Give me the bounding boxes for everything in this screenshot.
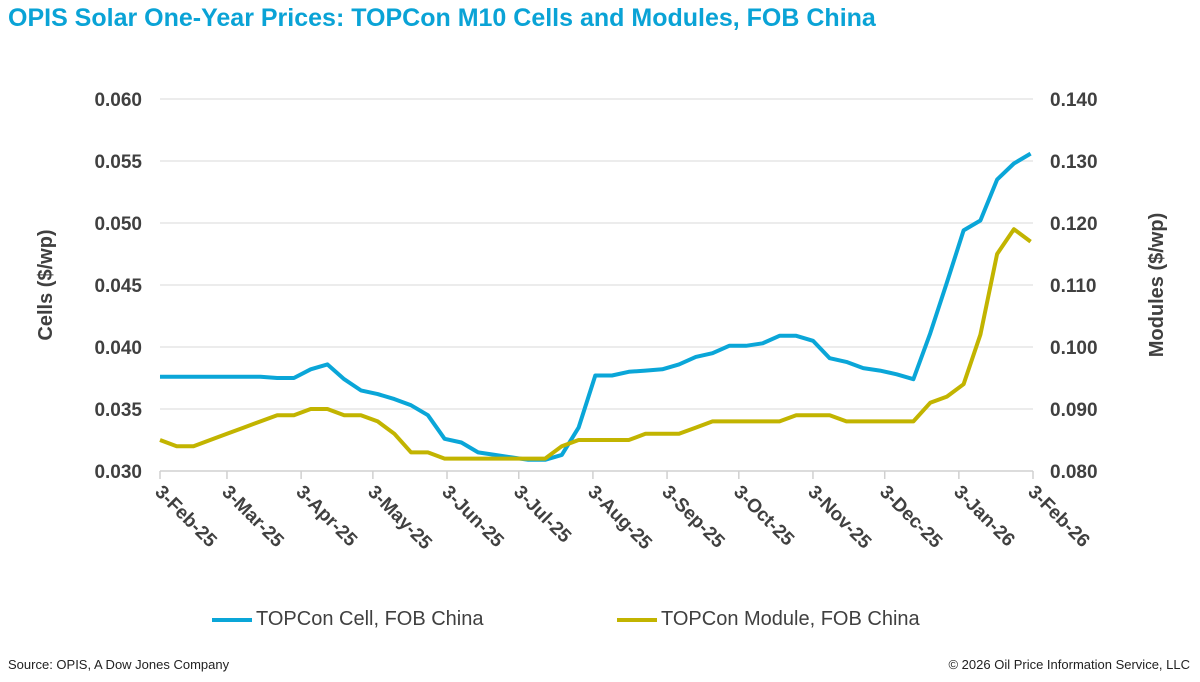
- x-tick-label: 3-Sep-25: [658, 482, 729, 553]
- x-tick-label: 3-Apr-25: [292, 482, 362, 552]
- y-tick-label: 0.030: [94, 462, 142, 483]
- y-tick-label: 0.055: [94, 152, 142, 173]
- right-y-axis: 0.080 0.090 0.100 0.110 0.120 0.130 0.140: [1050, 90, 1098, 483]
- x-tick-label: 3-Oct-25: [729, 482, 798, 551]
- y-tick-label: 0.050: [94, 214, 142, 235]
- y-tick-label: 0.040: [94, 338, 142, 359]
- legend-swatch-cell: [212, 617, 252, 622]
- y2-tick-label: 0.100: [1050, 338, 1098, 359]
- x-tick-label: 3-Dec-25: [875, 482, 946, 553]
- legend-label-module: TOPCon Module, FOB China: [661, 608, 920, 630]
- y2-tick-label: 0.080: [1050, 462, 1098, 483]
- y-tick-label: 0.035: [94, 400, 142, 421]
- x-tick-label: 3-Feb-25: [150, 482, 220, 552]
- x-tick-label: 3-Nov-25: [803, 482, 875, 554]
- y2-tick-label: 0.140: [1050, 90, 1098, 111]
- x-axis: 3-Feb-253-Mar-25 3-Apr-25 3-May-25 3-Jun-25…: [150, 471, 1094, 555]
- left-y-axis-label: Cells ($/wp): [35, 229, 57, 340]
- legend-swatch-module: [617, 617, 657, 622]
- x-tick-label: 3-Feb-26: [1023, 482, 1093, 552]
- series-lines: [159, 151, 1032, 462]
- x-tick-label: 3-Jan-26: [949, 482, 1018, 551]
- x-tick-label: 3-Mar-25: [217, 482, 287, 552]
- x-tick-label: 3-May-25: [363, 482, 436, 555]
- y-tick-label: 0.060: [94, 90, 142, 111]
- chart-title: OPIS Solar One-Year Prices: TOPCon M10 C…: [8, 4, 876, 32]
- legend-item-cell: TOPCon Cell, FOB China: [212, 608, 484, 631]
- legend-item-module: TOPCon Module, FOB China: [617, 608, 920, 631]
- copyright-note: © 2026 Oil Price Information Service, LL…: [948, 657, 1190, 672]
- left-y-axis: 0.030 0.035 0.040 0.045 0.050 0.055 0.060: [94, 90, 142, 483]
- line-chart: 0.030 0.035 0.040 0.045 0.050 0.055 0.060 0.08…: [35, 90, 1168, 555]
- y2-tick-label: 0.130: [1050, 152, 1098, 173]
- y2-tick-label: 0.090: [1050, 400, 1098, 421]
- x-tick-label: 3-Aug-25: [583, 482, 656, 555]
- y2-tick-label: 0.110: [1050, 276, 1097, 297]
- y2-tick-label: 0.120: [1050, 214, 1098, 235]
- legend-label-cell: TOPCon Cell, FOB China: [256, 608, 484, 630]
- x-tick-label: 3-Jul-25: [509, 482, 575, 548]
- right-y-axis-label: Modules ($/wp): [1146, 213, 1168, 357]
- source-note: Source: OPIS, A Dow Jones Company: [8, 657, 230, 672]
- y-tick-label: 0.045: [94, 276, 142, 297]
- series-line-module: [159, 227, 1032, 461]
- x-tick-label: 3-Jun-25: [437, 482, 507, 552]
